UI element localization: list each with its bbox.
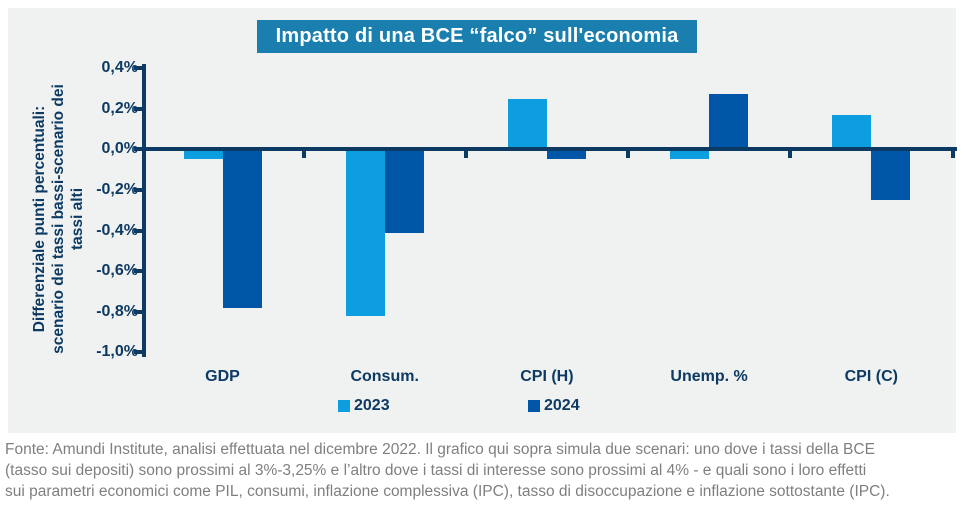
y-tick bbox=[134, 350, 142, 355]
x-tick bbox=[950, 151, 955, 159]
x-tick bbox=[788, 151, 793, 159]
category-label-CPI (C): CPI (C) bbox=[844, 368, 898, 385]
y-tick-label: 0,0% bbox=[101, 140, 138, 158]
bar-2023-GDP bbox=[183, 149, 223, 160]
y-tick-label: -0,8% bbox=[96, 302, 138, 320]
y-tick bbox=[134, 147, 142, 152]
legend-swatch-2024 bbox=[528, 400, 540, 412]
chart-panel: Impatto di una BCE “falco” sull'economia… bbox=[8, 8, 956, 433]
x-axis-line bbox=[142, 147, 957, 152]
source-note-line: (tasso sui depositi) sono prossimi al 3%… bbox=[5, 462, 867, 479]
y-tick-label: 0,2% bbox=[101, 99, 138, 117]
y-tick-label: -0,6% bbox=[96, 262, 138, 280]
bar-2024-CPI (H) bbox=[547, 149, 586, 160]
y-tick-label: -0,2% bbox=[96, 180, 138, 198]
category-label-CPI (H): CPI (H) bbox=[520, 368, 574, 385]
legend-swatch-2023 bbox=[338, 400, 350, 412]
bar-2023-CPI (H) bbox=[508, 98, 547, 150]
source-note-line: Fonte: Amundi Institute, analisi effettu… bbox=[5, 441, 875, 458]
y-tick bbox=[134, 106, 142, 111]
bar-2024-Unemp. % bbox=[709, 94, 749, 150]
y-tick-label: -0,4% bbox=[96, 221, 138, 239]
y-tick bbox=[134, 309, 142, 314]
chart-title: Impatto di una BCE “falco” sull'economia bbox=[257, 20, 697, 53]
bar-2024-CPI (C) bbox=[871, 149, 911, 201]
legend-item-2024: 2024 bbox=[528, 397, 580, 414]
source-note-line: sui parametri economici come PIL, consum… bbox=[5, 483, 890, 500]
y-tick bbox=[134, 269, 142, 274]
x-tick bbox=[301, 151, 306, 159]
bar-2023-Unemp. % bbox=[670, 149, 710, 160]
category-label-Consum.: Consum. bbox=[350, 368, 419, 385]
category-label-Unemp. %: Unemp. % bbox=[670, 368, 748, 385]
x-tick bbox=[463, 151, 468, 159]
source-note: Fonte: Amundi Institute, analisi effettu… bbox=[5, 439, 977, 502]
y-axis-line bbox=[142, 64, 146, 357]
bar-2023-CPI (C) bbox=[832, 114, 872, 150]
legend-label-2024: 2024 bbox=[544, 397, 580, 414]
y-tick-label: 0,4% bbox=[101, 59, 138, 77]
y-tick bbox=[134, 187, 142, 192]
bar-2023-Consum. bbox=[345, 149, 385, 316]
bar-2024-GDP bbox=[222, 149, 262, 308]
legend-item-2023: 2023 bbox=[338, 397, 390, 414]
y-tick-label: -1,0% bbox=[96, 343, 138, 361]
legend-label-2023: 2023 bbox=[354, 397, 390, 414]
y-tick bbox=[134, 228, 142, 233]
bar-2024-Consum. bbox=[384, 149, 424, 233]
x-tick bbox=[626, 151, 631, 159]
y-tick bbox=[134, 66, 142, 71]
category-label-GDP: GDP bbox=[205, 368, 240, 385]
